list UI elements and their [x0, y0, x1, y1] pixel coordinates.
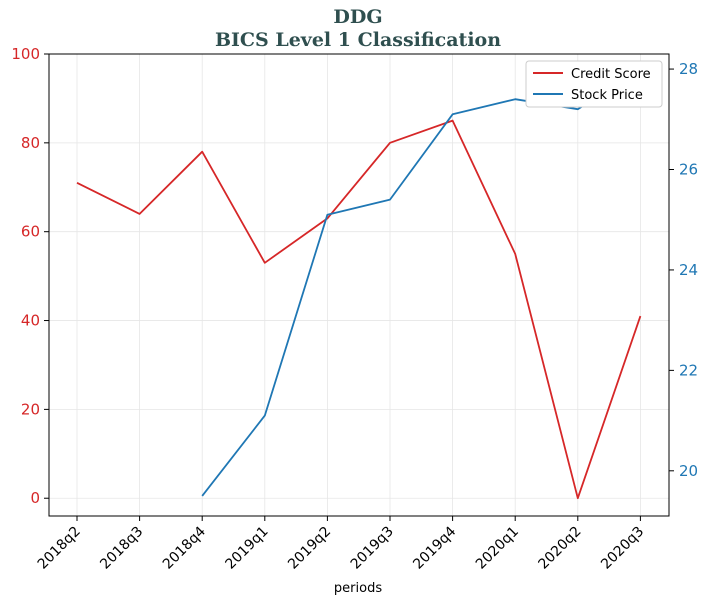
- x-tick-label: 2019q2: [285, 524, 334, 573]
- x-tick-label: 2020q2: [536, 524, 585, 573]
- x-tick-label: 2018q4: [160, 523, 209, 572]
- right-tick-label: 26: [679, 161, 698, 179]
- right-tick-label: 22: [679, 361, 698, 379]
- x-axis: 2018q2 2018q3 2018q4 2019q1 2019q2 2019q3 2019…: [35, 516, 647, 573]
- left-tick-label: 100: [11, 45, 40, 63]
- x-tick-label: 2019q3: [348, 524, 397, 573]
- series-line-credit-score: [76, 119, 642, 500]
- legend-label-stock-price: Stock Price: [571, 88, 643, 103]
- x-tick-label: 2019q4: [410, 523, 459, 572]
- right-axis: 20 22 24 26 28: [669, 60, 698, 480]
- right-tick-label: 24: [679, 261, 698, 279]
- right-tick-label: 28: [679, 60, 698, 78]
- x-tick-label: 2020q3: [598, 524, 647, 573]
- chart-title: DDG: [333, 6, 382, 28]
- left-tick-label: 20: [21, 400, 40, 418]
- left-tick-label: 80: [21, 134, 40, 152]
- x-tick-label: 2020q1: [473, 524, 522, 573]
- left-tick-label: 0: [30, 489, 40, 507]
- left-tick-label: 40: [21, 312, 40, 330]
- chart-subtitle: BICS Level 1 Classification: [215, 29, 501, 51]
- left-axis: 0 20 40 60 80 100: [11, 45, 49, 507]
- legend: Credit Score Stock Price: [525, 60, 663, 108]
- x-tick-label: 2019q1: [223, 524, 272, 573]
- series-line-stock-price: [201, 68, 641, 497]
- series-lines: [76, 68, 642, 500]
- legend-label-credit-score: Credit Score: [571, 67, 651, 82]
- plot-frame: [48, 53, 670, 517]
- grid: [49, 53, 669, 516]
- left-tick-label: 60: [21, 223, 40, 241]
- right-tick-label: 20: [679, 462, 698, 480]
- x-tick-label: 2018q3: [97, 524, 146, 573]
- x-tick-label: 2018q2: [35, 524, 84, 573]
- x-axis-label: periods: [334, 581, 382, 596]
